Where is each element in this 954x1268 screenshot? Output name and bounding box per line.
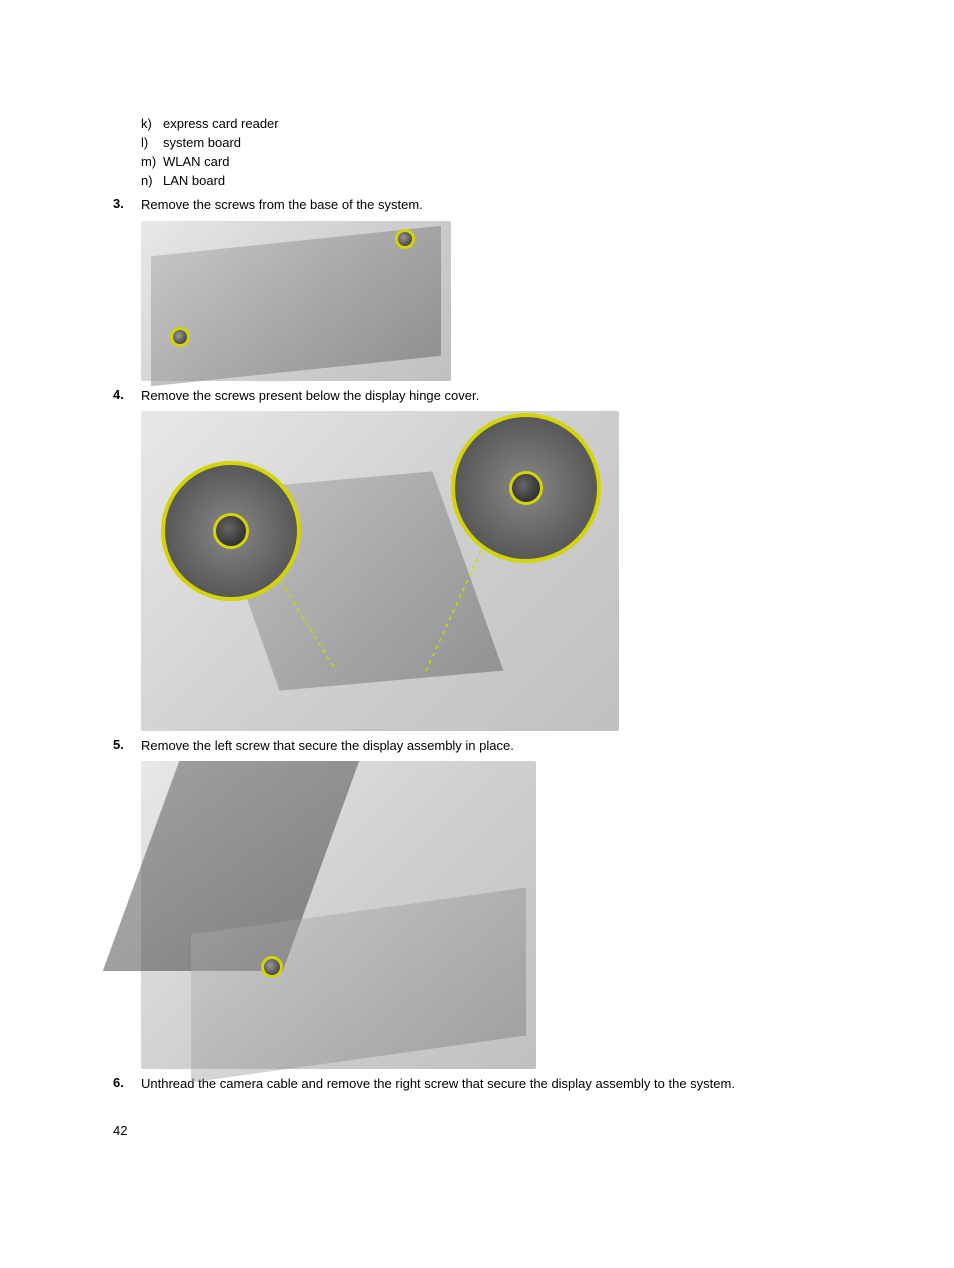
sublist-item: m) WLAN card [141, 153, 841, 172]
step-number: 4. [113, 387, 141, 405]
screw-callout-icon [261, 956, 283, 978]
step-text: Remove the screws from the base of the s… [141, 196, 423, 214]
sublist-label: WLAN card [163, 153, 229, 172]
sublist-item: n) LAN board [141, 172, 841, 191]
magnify-callout-icon [161, 461, 301, 601]
step-text: Remove the left screw that secure the di… [141, 737, 514, 755]
sublist-label: express card reader [163, 115, 279, 134]
sublist-label: system board [163, 134, 241, 153]
figure-base-screws [141, 221, 451, 381]
step-number: 3. [113, 196, 141, 214]
sublist-label: LAN board [163, 172, 225, 191]
step-5: 5. Remove the left screw that secure the… [113, 737, 841, 755]
figure-hinge-screws [141, 411, 619, 731]
step-text: Unthread the camera cable and remove the… [141, 1075, 735, 1093]
step-number: 6. [113, 1075, 141, 1093]
step-4: 4. Remove the screws present below the d… [113, 387, 841, 405]
sublist-marker: l) [141, 134, 163, 153]
sublist-marker: m) [141, 153, 163, 172]
step-3: 3. Remove the screws from the base of th… [113, 196, 841, 214]
sublist-item: l) system board [141, 134, 841, 153]
screw-callout-icon [170, 327, 190, 347]
magnify-callout-icon [451, 413, 601, 563]
sub-steps-list: k) express card reader l) system board m… [141, 115, 841, 190]
figure-left-hinge-screw [141, 761, 536, 1069]
screw-callout-icon [509, 471, 543, 505]
screw-callout-icon [213, 513, 249, 549]
sublist-marker: n) [141, 172, 163, 191]
step-text: Remove the screws present below the disp… [141, 387, 479, 405]
page-number: 42 [113, 1123, 127, 1138]
step-number: 5. [113, 737, 141, 755]
sublist-marker: k) [141, 115, 163, 134]
screw-callout-icon [395, 229, 415, 249]
sublist-item: k) express card reader [141, 115, 841, 134]
